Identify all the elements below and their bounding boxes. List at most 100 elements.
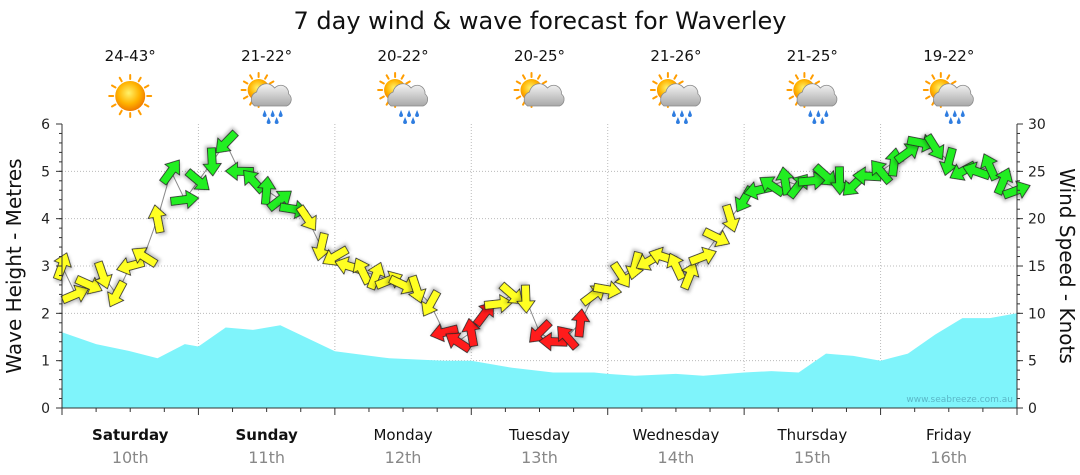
sun-ray (652, 80, 658, 85)
wind-arrow (159, 159, 180, 186)
right-tick-label: 15 (1028, 259, 1046, 275)
day-name: Friday (926, 426, 972, 444)
wind-arrow (797, 170, 828, 191)
left-tick-label: 4 (41, 212, 50, 228)
day-date: 10th (112, 448, 149, 467)
sun-ray (264, 74, 269, 80)
wind-arrow (366, 261, 386, 291)
wind-arrow (147, 204, 167, 234)
rain-drop (952, 110, 957, 117)
sun-ray (515, 95, 522, 100)
left-tick-label: 3 (41, 259, 50, 275)
wind-arrow (445, 332, 473, 354)
day-labels: Saturday 10th Sunday 11th Monday 12th Tuesday 1… (92, 426, 972, 467)
sun-rain-icon (786, 72, 838, 124)
sun-ray (405, 80, 411, 85)
cloud-shape (660, 83, 701, 107)
cloud-shape (251, 83, 292, 107)
sun-ray (137, 76, 142, 83)
day-date: 15th (794, 448, 831, 467)
sun-ray (118, 76, 123, 83)
sun-ray (242, 80, 249, 85)
wind-arrow (980, 153, 1000, 182)
wind-arrow (680, 261, 700, 291)
right-tick-label: 30 (1028, 117, 1046, 133)
day-name: Thursday (776, 426, 847, 444)
sun-ray (541, 80, 548, 85)
rain-drop (675, 117, 680, 124)
wind-arrow (871, 160, 894, 186)
wind-arrow (702, 227, 731, 248)
sun-ray (143, 103, 150, 108)
wind-arrow (923, 133, 945, 161)
sun-rain-icon (240, 72, 292, 124)
wind-arrows (52, 129, 1031, 354)
sun-ray (379, 80, 385, 85)
sun-ray (946, 74, 951, 80)
rain-drop (278, 110, 283, 117)
plot-area: www.seabreeze.com.au (52, 124, 1031, 408)
sun-disc (115, 81, 146, 111)
rain-drop (403, 117, 408, 124)
sun-ray (925, 95, 931, 100)
day-date: 14th (658, 448, 695, 467)
wind-arrow (295, 204, 317, 231)
sun-ray (678, 80, 684, 85)
sun-ray (658, 74, 663, 80)
left-tick-label: 5 (41, 164, 50, 180)
wind-arrow (421, 289, 442, 317)
rain-drop (262, 110, 267, 117)
right-axis-label: Wind Speed - Knots (1055, 168, 1079, 364)
sun-ray (268, 80, 275, 85)
sun-cloud-icon (513, 72, 565, 108)
wind-arrow (202, 147, 222, 177)
left-tick-label: 2 (41, 306, 50, 322)
sun-ray (814, 80, 821, 85)
sun-ray (242, 95, 249, 100)
wind-arrow (461, 317, 481, 348)
temperature-labels: 24-43° 21-22° 20-22° 20-25° 21-26° 21-25° 19-2… (105, 47, 975, 65)
wind-arrow (215, 129, 239, 154)
right-tick-label: 25 (1028, 164, 1046, 180)
temperature-range: 20-25° (514, 47, 565, 65)
sun-ray (522, 74, 526, 80)
cloud-shape (523, 83, 565, 107)
wind-arrow (1001, 180, 1031, 200)
sun-ray (537, 74, 541, 80)
temperature-range: 21-26° (650, 47, 701, 65)
wind-arrow (666, 252, 686, 281)
wave-height-area (62, 313, 1017, 408)
wind-arrow (557, 325, 580, 351)
wind-arrow (812, 163, 837, 186)
right-tick-label: 10 (1028, 306, 1046, 322)
rain-drop (407, 110, 412, 117)
cloud-shape (796, 83, 838, 107)
wind-arrow (429, 323, 460, 343)
wind-arrow (498, 281, 524, 305)
axes: 0 1 2 3 4 5 6 0 5 10 15 20 25 30 (41, 117, 1046, 417)
sun-ray (249, 74, 254, 80)
rain-drop (687, 110, 692, 117)
rain-drop (270, 110, 275, 117)
rain-drop (824, 110, 829, 117)
rain-drop (683, 117, 688, 124)
left-tick-label: 6 (41, 117, 50, 133)
wind-arrow (483, 293, 514, 314)
rain-drop (956, 117, 961, 124)
temperature-range: 24-43° (105, 47, 156, 65)
wind-arrow (993, 167, 1014, 196)
weather-icons (108, 72, 974, 124)
day-name: Sunday (235, 426, 298, 444)
temperature-range: 19-22° (923, 47, 974, 65)
right-tick-label: 20 (1028, 212, 1046, 228)
rain-drop (948, 117, 953, 124)
rain-drop (960, 110, 965, 117)
left-tick-label: 1 (41, 354, 50, 370)
temperature-range: 21-22° (241, 47, 292, 65)
rain-drop (274, 117, 279, 124)
wind-arrow (169, 189, 200, 210)
sun-rain-icon (377, 72, 429, 124)
day-name: Wednesday (633, 426, 720, 444)
day-name: Monday (373, 426, 432, 444)
